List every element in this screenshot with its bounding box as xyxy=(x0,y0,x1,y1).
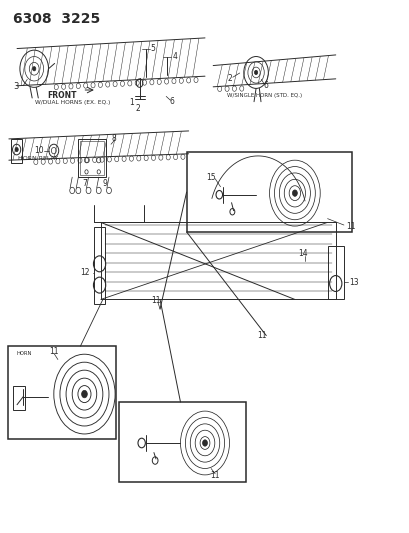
Bar xyxy=(13,386,25,410)
Text: FRONT: FRONT xyxy=(47,91,76,100)
Text: 10: 10 xyxy=(34,146,43,155)
Text: 4: 4 xyxy=(172,52,177,61)
Text: 11: 11 xyxy=(151,296,160,305)
Text: 11: 11 xyxy=(257,331,266,340)
Bar xyxy=(80,141,104,175)
Text: 11: 11 xyxy=(345,222,355,231)
Bar xyxy=(11,139,22,163)
Circle shape xyxy=(292,190,297,196)
Text: 5: 5 xyxy=(150,44,155,53)
Bar xyxy=(119,402,245,482)
Text: 1: 1 xyxy=(128,98,133,107)
Text: HORN RELAY: HORN RELAY xyxy=(18,156,58,161)
Bar xyxy=(94,227,105,304)
Circle shape xyxy=(81,390,87,398)
Text: 11: 11 xyxy=(210,471,220,480)
Text: 15: 15 xyxy=(206,173,216,182)
Circle shape xyxy=(32,67,36,71)
Bar xyxy=(8,346,116,439)
Text: 2: 2 xyxy=(135,103,139,112)
Text: 12: 12 xyxy=(80,269,90,277)
Circle shape xyxy=(202,440,207,446)
Text: 13: 13 xyxy=(348,278,357,287)
Bar xyxy=(327,246,343,300)
Circle shape xyxy=(254,70,257,75)
Bar xyxy=(186,152,351,232)
Text: 6: 6 xyxy=(169,97,174,106)
Text: 9: 9 xyxy=(102,179,107,188)
Text: 6308  3225: 6308 3225 xyxy=(13,12,100,26)
Text: 6: 6 xyxy=(263,81,267,90)
Bar xyxy=(78,139,106,177)
Circle shape xyxy=(15,148,18,152)
Text: W/SINGLE HORN (STD. EQ.): W/SINGLE HORN (STD. EQ.) xyxy=(226,93,301,98)
Text: 8: 8 xyxy=(112,134,117,143)
Text: 3: 3 xyxy=(13,82,19,91)
Text: W/DUAL HORNS (EX. EQ.): W/DUAL HORNS (EX. EQ.) xyxy=(34,100,110,105)
Text: 2: 2 xyxy=(227,74,231,83)
Text: 14: 14 xyxy=(297,249,307,258)
Text: 7: 7 xyxy=(82,179,87,188)
Text: HORN: HORN xyxy=(16,351,31,356)
Text: 11: 11 xyxy=(49,347,58,356)
